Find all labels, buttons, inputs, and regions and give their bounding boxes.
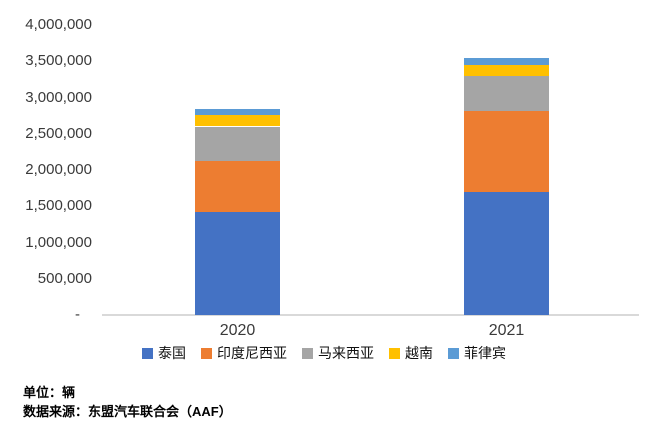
legend-item-马来西亚: 马来西亚 <box>302 343 374 363</box>
y-tick-label: 4,000,000 <box>25 16 92 33</box>
source-note: 数据来源：东盟汽车联合会（AAF） <box>23 404 232 419</box>
bar-segment-2021-菲律宾 <box>464 58 549 65</box>
y-tick-label: 1,500,000 <box>25 197 92 215</box>
y-tick-label: 500,000 <box>37 269 92 287</box>
y-tick-label: - <box>75 306 80 323</box>
x-axis-label-2020: 2020 <box>219 322 256 339</box>
bar-segment-2020-越南 <box>195 114 280 127</box>
legend-swatch-icon <box>389 347 400 359</box>
legend-label: 印度尼西亚 <box>217 345 287 361</box>
y-tick-label: 2,000,000 <box>25 161 92 178</box>
y-tick-label: 2,500,000 <box>25 124 92 142</box>
legend-item-泰国: 泰国 <box>142 343 186 363</box>
bar-segment-2021-越南 <box>464 64 549 76</box>
legend-item-菲律宾: 菲律宾 <box>448 343 506 363</box>
legend-swatch-icon <box>302 347 313 359</box>
legend-label: 马来西亚 <box>318 345 374 361</box>
unit-note: 单位：辆 <box>23 385 76 400</box>
x-axis-line <box>102 314 639 316</box>
footer-notes: 单位：辆 数据来源：东盟汽车联合会（AAF） <box>23 383 232 421</box>
legend: 泰国 印度尼西亚 马来西亚 越南 菲律宾 <box>0 344 648 362</box>
bar-segment-2020-菲律宾 <box>195 109 280 115</box>
bar-segment-2020-泰国 <box>195 212 280 315</box>
legend-swatch-icon <box>448 347 459 359</box>
legend-swatch-icon <box>142 347 153 359</box>
y-tick-label: 1,000,000 <box>25 233 92 251</box>
legend-swatch-icon <box>201 347 212 359</box>
legend-label: 泰国 <box>158 345 186 361</box>
legend-label: 菲律宾 <box>464 345 506 361</box>
y-tick-label: 3,500,000 <box>25 52 92 70</box>
legend-label: 越南 <box>405 345 433 361</box>
bar-segment-2021-马来西亚 <box>464 75 549 111</box>
bar-segment-2021-泰国 <box>464 192 549 315</box>
legend-item-印度尼西亚: 印度尼西亚 <box>201 343 287 363</box>
y-tick-label: 3,000,000 <box>25 88 92 106</box>
legend-item-越南: 越南 <box>389 343 433 363</box>
bar-segment-2020-印度尼西亚 <box>195 161 280 213</box>
x-axis-label-2021: 2021 <box>488 322 525 339</box>
bar-segment-2020-马来西亚 <box>195 126 280 162</box>
bar-segment-2021-印度尼西亚 <box>464 110 549 193</box>
